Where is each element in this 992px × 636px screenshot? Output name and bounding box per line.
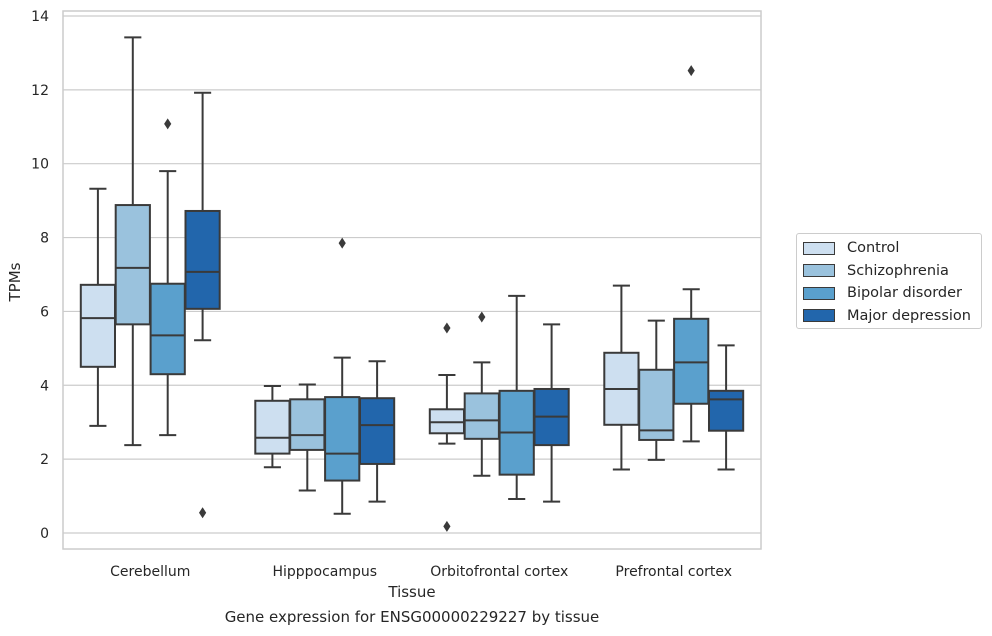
box-0-1	[114, 36, 151, 447]
box-iqr	[324, 396, 361, 482]
box-iqr	[289, 398, 326, 451]
y-tick-labels: 0 2 4 6 8 10 12 14	[31, 9, 49, 542]
y-tick-label: 0	[40, 526, 49, 542]
box-2-3	[533, 323, 570, 503]
box-1-1	[289, 383, 326, 492]
x-tick-label: Prefrontal cortex	[615, 564, 732, 580]
y-tick-label: 8	[40, 231, 49, 247]
box-1-0	[254, 385, 291, 469]
box-0-0	[79, 187, 117, 427]
chart-caption: Gene expression for ENSG00000229227 by t…	[224, 608, 600, 626]
outlier-point	[687, 65, 695, 77]
box-0-2	[149, 118, 186, 437]
legend-item: Control	[803, 237, 975, 260]
box-1-2	[324, 237, 361, 515]
y-tick-label: 10	[31, 157, 49, 173]
y-tick-label: 2	[40, 452, 49, 468]
outlier-point	[443, 322, 451, 334]
outlier-point	[478, 311, 486, 323]
x-tick-label: Cerebellum	[110, 564, 190, 580]
legend-swatch	[803, 286, 835, 300]
legend-swatch	[803, 309, 835, 323]
legend-swatch	[803, 241, 835, 255]
outlier-point	[164, 118, 172, 130]
y-tick-label: 14	[31, 9, 49, 25]
box-iqr	[673, 317, 710, 405]
box-iqr	[638, 368, 675, 441]
y-axis-label: TPMs	[6, 262, 24, 302]
box-iqr	[358, 397, 396, 465]
box-2-0	[428, 322, 466, 532]
box-iqr	[149, 282, 186, 376]
legend: Control Schizophrenia Bipolar disorder Majo…	[796, 233, 982, 329]
legend-swatch	[803, 264, 835, 278]
legend-label: Schizophrenia	[847, 262, 949, 279]
box-2-1	[463, 311, 500, 477]
outlier-point	[199, 507, 207, 519]
box-iqr	[254, 399, 291, 455]
legend-label: Control	[847, 240, 900, 257]
y-tick-label: 12	[31, 83, 49, 99]
outlier-point	[338, 237, 346, 249]
y-tick-label: 4	[40, 378, 49, 394]
legend-item: Major depression	[803, 305, 975, 328]
box-3-2	[673, 65, 710, 443]
box-3-3	[707, 344, 745, 471]
legend-label: Bipolar disorder	[847, 285, 962, 302]
box-iqr	[184, 209, 221, 310]
x-tick-label: Hipppocampus	[272, 564, 377, 580]
x-axis-label: Tissue	[387, 583, 435, 601]
outlier-point	[443, 520, 451, 532]
legend-label: Major depression	[847, 307, 971, 324]
box-iqr	[79, 283, 117, 368]
box-iqr	[463, 392, 500, 440]
gridlines	[63, 15, 761, 534]
box-3-0	[603, 284, 640, 471]
x-tick-labels: Cerebellum Hipppocampus Orbitofrontal cort…	[110, 564, 732, 580]
legend-item: Bipolar disorder	[803, 282, 975, 305]
box-0-3	[184, 91, 221, 519]
box-3-1	[638, 319, 675, 461]
box-1-3	[358, 360, 396, 503]
box-iqr	[707, 389, 745, 432]
box-2-2	[498, 294, 535, 501]
y-tick-label: 6	[40, 304, 49, 320]
box-groups	[79, 36, 745, 532]
x-tick-label: Orbitofrontal cortex	[430, 564, 568, 580]
box-iqr	[114, 204, 151, 326]
legend-item: Schizophrenia	[803, 260, 975, 283]
